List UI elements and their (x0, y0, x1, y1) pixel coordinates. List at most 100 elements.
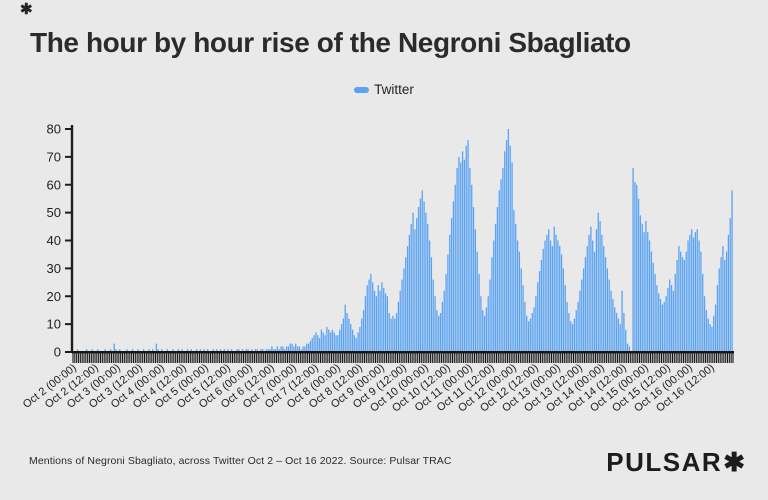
bar (344, 304, 346, 352)
bar (551, 246, 554, 352)
bar (203, 349, 205, 352)
bar (557, 240, 559, 352)
bar (326, 326, 328, 352)
bar (480, 296, 482, 352)
bar (439, 312, 442, 352)
bar (694, 232, 697, 352)
bar (680, 251, 682, 352)
bar (593, 251, 596, 352)
y-axis: 0 10 20 30 40 50 60 70 80 (47, 122, 74, 360)
bar (527, 321, 530, 352)
bar (504, 151, 506, 352)
bar (434, 296, 436, 352)
bar (386, 296, 389, 352)
bar (278, 349, 280, 352)
bar (610, 290, 612, 352)
bar (628, 346, 631, 352)
bar (639, 215, 642, 352)
bar (625, 329, 627, 352)
bar (614, 307, 616, 352)
bar (320, 329, 323, 352)
bar (636, 184, 638, 352)
bar (542, 248, 544, 352)
bar (441, 301, 444, 352)
bar (665, 296, 667, 352)
bar (307, 343, 310, 352)
bar (703, 296, 706, 352)
bar (126, 349, 128, 352)
bar (683, 260, 686, 352)
bar (364, 296, 367, 352)
bar (676, 260, 678, 352)
bar (537, 282, 539, 352)
bar (549, 240, 552, 352)
bar (377, 285, 379, 352)
bar (436, 310, 438, 352)
bar (425, 212, 427, 353)
bar (669, 279, 671, 352)
y-tick-label: 30 (47, 261, 61, 276)
bar (359, 326, 361, 352)
bar (388, 312, 390, 352)
bar (476, 251, 478, 352)
bar (181, 349, 183, 352)
bar (634, 181, 636, 352)
bar (548, 229, 550, 352)
bar (681, 257, 684, 352)
bar (361, 318, 363, 352)
bar (482, 310, 484, 352)
bar (284, 349, 286, 352)
bar (186, 349, 189, 352)
bar (648, 240, 651, 352)
bar (619, 324, 621, 353)
bar (328, 329, 330, 352)
bar (531, 312, 533, 352)
bar (544, 240, 546, 352)
bar (289, 343, 291, 352)
bar (322, 332, 324, 352)
bar (152, 349, 154, 352)
bar (647, 232, 649, 352)
bar (131, 349, 134, 352)
bar (711, 326, 713, 352)
bar (280, 346, 282, 352)
bar (659, 299, 662, 352)
bar (412, 212, 414, 353)
bar (317, 335, 319, 352)
bar (575, 310, 577, 352)
bar (223, 349, 225, 352)
bar (460, 162, 462, 352)
chart-title: The hour by hour rise of the Negroni Sba… (30, 27, 631, 58)
bar (674, 273, 676, 352)
y-tick-label: 70 (47, 149, 61, 164)
legend: Twitter (0, 82, 768, 97)
bar (273, 349, 275, 352)
bar (485, 307, 488, 352)
bar (381, 282, 383, 352)
bar (76, 349, 79, 352)
bar (494, 223, 497, 352)
bar (247, 349, 249, 352)
bar (454, 184, 456, 352)
bar (445, 273, 447, 352)
bar (408, 234, 411, 352)
bar (207, 349, 209, 352)
bar (535, 296, 537, 352)
bar (716, 285, 719, 352)
bar (559, 246, 561, 352)
bar (403, 268, 405, 353)
bar (212, 349, 214, 352)
bar (581, 279, 583, 352)
bar (241, 349, 244, 352)
bar (427, 223, 429, 352)
pulsar-logo-asterisk-icon: ✱ (723, 447, 745, 477)
bar (687, 240, 689, 352)
bar (199, 349, 202, 352)
bar (339, 329, 341, 352)
bar (526, 315, 528, 352)
bar (423, 201, 425, 352)
x-axis: Oct 2 (00:00)Oct 2 (12:00)Oct 3 (00:00)O… (21, 351, 734, 415)
bar (722, 246, 724, 352)
bar (691, 229, 693, 352)
bar (696, 229, 698, 352)
